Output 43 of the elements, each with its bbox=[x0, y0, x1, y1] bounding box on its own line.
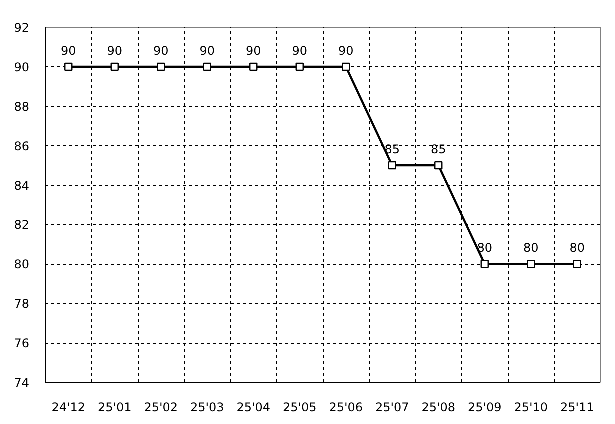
data-label: 90 bbox=[107, 44, 123, 58]
data-label: 90 bbox=[246, 44, 262, 58]
y-tick-label: 78 bbox=[14, 297, 30, 312]
x-tick-label: 25'05 bbox=[282, 400, 317, 414]
point bbox=[157, 62, 166, 72]
data-label: 80 bbox=[523, 241, 539, 256]
point bbox=[342, 62, 350, 72]
point bbox=[203, 62, 212, 72]
data-label: 90 bbox=[153, 44, 169, 58]
x-tick-label: 25'07 bbox=[375, 400, 410, 414]
x-tick-label: 25'03 bbox=[190, 400, 224, 414]
y-tick-label: 76 bbox=[14, 336, 30, 351]
x-tick-label: 25'02 bbox=[144, 400, 178, 414]
x-tick-label: 25'10 bbox=[514, 400, 548, 414]
x-tick-label: 25'04 bbox=[236, 400, 271, 414]
y-tick-label: 80 bbox=[14, 258, 30, 272]
point bbox=[527, 260, 536, 268]
data-label: 90 bbox=[338, 44, 354, 58]
x-tick-label: 25'08 bbox=[422, 400, 456, 414]
x-tick-label: 25'06 bbox=[329, 400, 364, 414]
point bbox=[434, 161, 443, 170]
data-label: 90 bbox=[292, 44, 308, 58]
data-label: 90 bbox=[200, 44, 216, 58]
x-tick-label: 24'12 bbox=[52, 400, 86, 414]
y-tick-label: 82 bbox=[14, 218, 30, 232]
x-tick-label: 25'01 bbox=[98, 400, 132, 414]
point bbox=[573, 260, 582, 268]
x-tick-label: 25'11 bbox=[560, 400, 594, 414]
point bbox=[296, 62, 304, 72]
point bbox=[480, 260, 489, 268]
y-tick-label: 88 bbox=[14, 100, 30, 114]
point bbox=[388, 161, 396, 170]
x-tick-label: 25'09 bbox=[468, 400, 502, 414]
point bbox=[110, 62, 119, 72]
y-tick-label: 86 bbox=[14, 139, 30, 154]
y-tick-label: 90 bbox=[14, 60, 30, 74]
data-label: 90 bbox=[60, 44, 76, 58]
y-tick-label: 84 bbox=[14, 178, 30, 193]
point bbox=[250, 62, 258, 72]
y-tick-label: 74 bbox=[14, 376, 30, 390]
point bbox=[64, 62, 73, 72]
y-tick-label: 92 bbox=[14, 21, 30, 35]
data-label: 80 bbox=[570, 241, 586, 256]
